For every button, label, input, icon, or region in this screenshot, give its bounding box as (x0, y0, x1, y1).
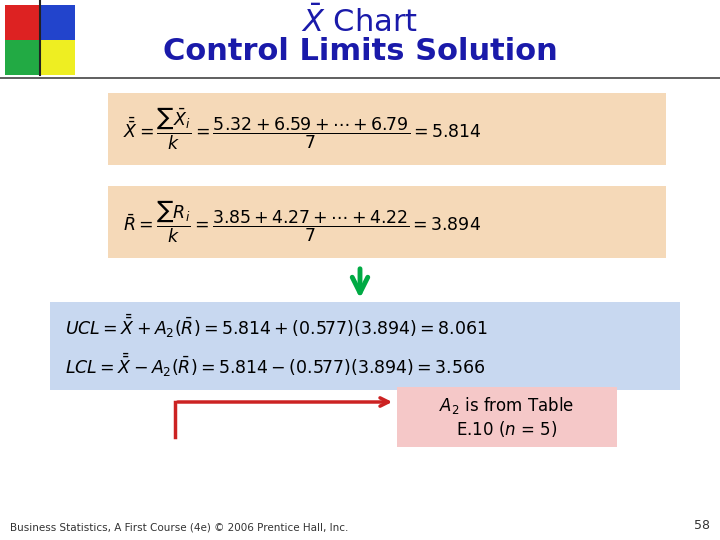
Text: $\bar{\bar{X}} = \dfrac{\sum \bar{X}_i}{k} = \dfrac{5.32 + 6.59 + \cdots + 6.79}: $\bar{\bar{X}} = \dfrac{\sum \bar{X}_i}{… (123, 106, 482, 152)
Bar (108, 93, 666, 165)
Bar (50, 302, 680, 390)
Bar (5, 40, 40, 75)
Bar (40, 5, 75, 40)
Text: $\bar{R} = \dfrac{\sum R_i}{k} = \dfrac{3.85 + 4.27 + \cdots + 4.22}{7} = 3.894$: $\bar{R} = \dfrac{\sum R_i}{k} = \dfrac{… (123, 199, 481, 245)
Text: Business Statistics, A First Course (4e) © 2006 Prentice Hall, Inc.: Business Statistics, A First Course (4e)… (10, 522, 348, 532)
Text: $A_2$ is from Table
E.10 ($n$ = 5): $A_2$ is from Table E.10 ($n$ = 5) (439, 395, 575, 439)
Text: $LCL = \bar{\bar{X}} - A_2(\bar{R}) = 5.814 - (0.577)(3.894) = 3.566$: $LCL = \bar{\bar{X}} - A_2(\bar{R}) = 5.… (65, 352, 485, 379)
Bar (397, 387, 617, 447)
Text: Control Limits Solution: Control Limits Solution (163, 37, 557, 66)
Text: $UCL = \bar{\bar{X}} + A_2(\bar{R}) = 5.814 + (0.577)(3.894) = 8.061$: $UCL = \bar{\bar{X}} + A_2(\bar{R}) = 5.… (65, 313, 487, 340)
Bar (40, 40, 75, 75)
Bar (108, 186, 666, 258)
Bar (5, 5, 40, 40)
Text: 58: 58 (694, 519, 710, 532)
Text: $\bar{X}$ Chart: $\bar{X}$ Chart (302, 6, 418, 38)
